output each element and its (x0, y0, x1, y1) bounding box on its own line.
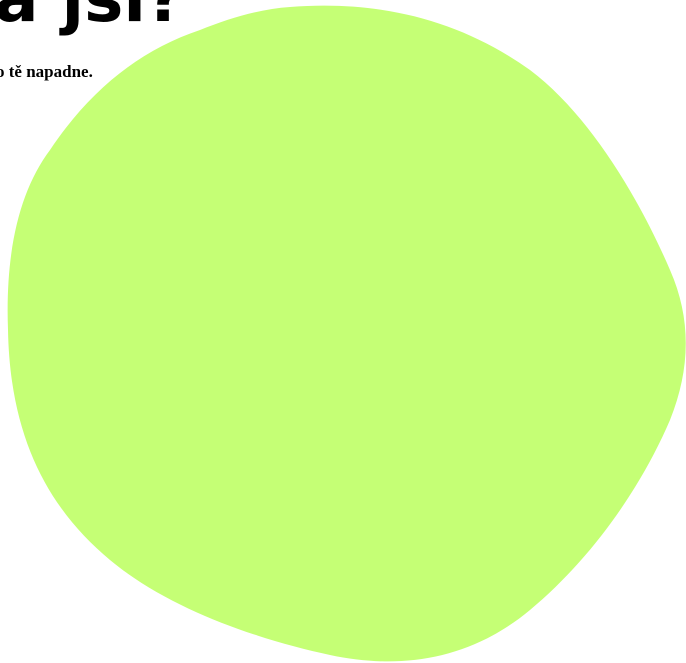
page-title: a jsi? (0, 0, 184, 32)
blob-path (7, 5, 686, 662)
subtitle-text: o tě napadne. (0, 62, 93, 81)
